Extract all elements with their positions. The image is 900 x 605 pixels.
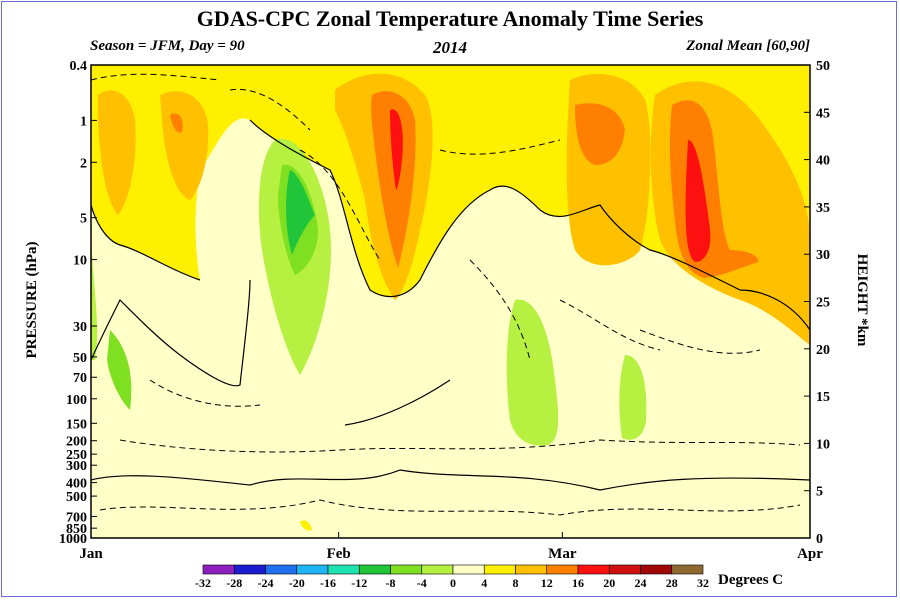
colorbar-swatch — [390, 564, 423, 575]
contour-lines-dashed — [91, 73, 801, 516]
colorbar-tick-label: 8 — [513, 576, 519, 590]
colorbar-swatch — [452, 564, 485, 575]
field-cold-12-feb — [286, 170, 315, 255]
colorbar-swatch — [327, 564, 360, 575]
height-tick-label: 10 — [816, 437, 830, 452]
height-tick-label: 0 — [816, 532, 823, 547]
pressure-tick-label: 10 — [73, 254, 87, 269]
colorbar-swatch — [671, 564, 704, 575]
pressure-tick-label: 1000 — [59, 532, 87, 547]
colorbar-tick-label: 4 — [481, 576, 487, 590]
height-tick-label: 50 — [816, 59, 830, 74]
height-tick-label: 15 — [816, 390, 830, 405]
colorbar-swatch — [483, 564, 516, 575]
colorbar-swatch — [358, 564, 391, 575]
pressure-tick-label: 2 — [80, 156, 87, 171]
pressure-tick-label: 200 — [66, 435, 87, 450]
field-cold-8-jan — [107, 330, 132, 410]
chart-title: GDAS-CPC Zonal Temperature Anomaly Time … — [196, 6, 704, 31]
pressure-tick-label: 1 — [80, 114, 87, 129]
field-cold-4-trop-b — [619, 355, 647, 440]
colorbar-tick-label: -24 — [258, 576, 274, 590]
colorbar-swatch — [421, 564, 454, 575]
height-tick-label: 25 — [816, 296, 830, 311]
height-axis: 0 5 10 15 20 25 30 35 40 45 50 — [804, 59, 830, 547]
month-tick-label: Apr — [797, 546, 823, 562]
colorbar-tick-label: -32 — [195, 576, 211, 590]
colorbar-swatch — [233, 564, 266, 575]
y-axis-label-right: HEIGHT *km — [854, 254, 870, 347]
field-warm-4-surface — [300, 520, 312, 531]
colorbar-tick-label: 12 — [541, 576, 553, 590]
colorbar-tick-label: -20 — [289, 576, 305, 590]
pressure-tick-label: 100 — [66, 393, 87, 408]
height-tick-label: 35 — [816, 201, 830, 216]
colorbar-tick-label: -16 — [320, 576, 336, 590]
pressure-tick-label: 5 — [80, 212, 87, 227]
month-tick-label: Feb — [327, 546, 351, 562]
field-warm-12-jan — [170, 113, 183, 133]
colorbar-tick-label: -4 — [417, 576, 427, 590]
pressure-tick-label: 30 — [73, 320, 87, 335]
colorbar-tick-label: -28 — [226, 576, 242, 590]
field-warm-8-jan-a — [98, 90, 136, 215]
month-tick-label: Mar — [548, 546, 577, 562]
colorbar-tick-label: -8 — [386, 576, 396, 590]
field-warm-12-mar-a — [575, 103, 625, 165]
contour-field — [91, 65, 810, 538]
pressure-tick-label: 150 — [66, 417, 87, 432]
colorbar-tick-label: -12 — [351, 576, 367, 590]
subtitle-zonal-mean: Zonal Mean [60,90] — [686, 38, 810, 54]
colorbar-tick-label: 32 — [697, 576, 709, 590]
field-warm-16-feb — [390, 109, 403, 190]
colorbar-swatch — [296, 564, 329, 575]
pressure-tick-label: 70 — [73, 371, 87, 386]
pressure-tick-label: 0.4 — [70, 59, 88, 74]
y-axis-label-left: PRESSURE (hPa) — [24, 241, 40, 358]
pressure-tick-label: 500 — [66, 490, 87, 505]
height-tick-label: 20 — [816, 343, 830, 358]
field-warm-8-mar-a — [566, 74, 651, 266]
colorbar: -32 -28 -24 -20 -16 -12 -8 -4 0 4 8 12 16 20 24 28 32 — [195, 564, 709, 590]
height-tick-label: 30 — [816, 248, 830, 263]
field-warm-16-mar — [685, 140, 711, 262]
colorbar-tick-label: 24 — [635, 576, 647, 590]
colorbar-tick-label: 28 — [666, 576, 678, 590]
colorbar-swatch — [515, 564, 548, 575]
field-warm-12-feb — [371, 91, 416, 268]
field-cold-4-trop-a — [506, 299, 559, 446]
month-tick-label: Jan — [79, 546, 103, 562]
subtitle-year: 2014 — [433, 38, 467, 57]
colorbar-swatch — [202, 564, 235, 575]
field-cold-4-jan — [91, 240, 98, 360]
colorbar-swatch — [608, 564, 641, 575]
pressure-tick-label: 850 — [66, 522, 87, 537]
colorbar-tick-label: 20 — [603, 576, 615, 590]
height-tick-label: 40 — [816, 154, 830, 169]
subtitle-season: Season = JFM, Day = 90 — [90, 38, 245, 54]
colorbar-tick-label: 0 — [450, 576, 456, 590]
height-tick-label: 45 — [816, 106, 830, 121]
colorbar-swatch — [640, 564, 673, 575]
colorbar-swatch — [577, 564, 610, 575]
colorbar-label: Degrees C — [718, 572, 783, 588]
colorbar-swatch — [265, 564, 298, 575]
colorbar-tick-label: 16 — [572, 576, 584, 590]
time-axis: Jan Feb Mar Apr — [79, 532, 823, 562]
height-tick-label: 5 — [816, 485, 823, 500]
pressure-tick-label: 400 — [66, 477, 87, 492]
pressure-tick-label: 50 — [73, 351, 87, 366]
colorbar-swatch — [546, 564, 579, 575]
pressure-tick-label: 250 — [66, 448, 87, 463]
pressure-tick-label: 700 — [66, 510, 87, 525]
contour-lines-solid — [91, 119, 810, 491]
pressure-tick-label: 300 — [66, 459, 87, 474]
